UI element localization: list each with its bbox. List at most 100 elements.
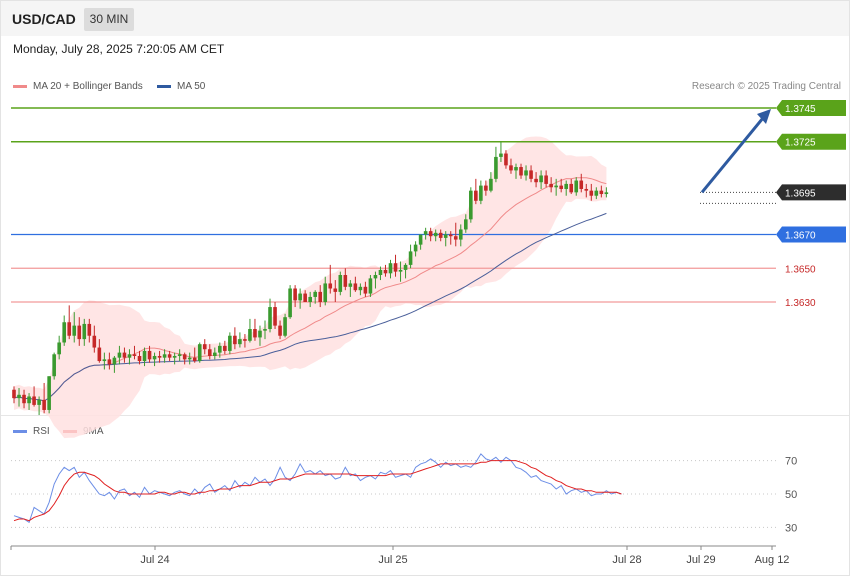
candle-body [62,322,66,343]
panel-divider [1,415,849,416]
candle-body [263,328,267,331]
candle-body [253,328,257,338]
candle-body [47,376,51,410]
level-tag-3 [776,226,846,243]
candle-body [423,231,428,235]
candle-body [273,307,277,326]
ma20-label: MA 20 + Bollinger Bands [33,81,143,92]
x-axis-label: Jul 29 [686,554,715,566]
candle-body [52,354,56,377]
candle-body [534,178,538,183]
candle-body [122,352,127,358]
candle-body [157,355,162,358]
candle-body [474,190,478,201]
candle-body [539,175,543,183]
x-axis-label: Jul 24 [140,554,169,566]
candle-body [177,354,182,356]
candle-body [604,192,609,195]
candle-body [87,323,92,336]
candle-body [243,339,247,341]
candle-body [218,345,222,353]
candle-body [348,283,353,287]
level-label-3: 1.3670 [785,231,816,242]
rsi-swatch [13,429,27,433]
candle-body [27,396,31,404]
candle-body [323,283,328,302]
candle-body [288,288,292,318]
level-label-5: 1.3630 [785,298,816,309]
candle-body [162,354,167,358]
candle-body [152,355,157,360]
candle-body [223,345,227,351]
candle-body [519,167,523,176]
candle-body [228,335,232,351]
candle-body [594,190,599,196]
candle-body [207,349,212,356]
candle-body [569,183,574,193]
rsi-ma-label: 9MA [83,426,104,437]
candle-body [453,236,458,240]
candle-body [172,355,177,358]
x-axis-label: Jul 28 [612,554,641,566]
level-label-4: 1.3650 [785,264,816,275]
candle-body [278,325,282,336]
candle-body [343,275,348,287]
research-credit: Research © 2025 Trading Central [691,81,841,92]
candle-body [368,278,373,294]
candle-body [313,291,317,297]
candle-body [132,354,137,356]
candle-body [509,165,513,171]
candle-body [97,347,102,362]
candle-body [142,350,147,362]
candle-body [484,185,488,191]
candle-body [358,286,363,291]
rsi-level-label: 70 [785,456,797,468]
timeframe-badge[interactable]: 30 MIN [84,8,134,31]
candle-body [494,156,498,179]
candle-body [328,283,333,289]
candle-body [202,344,207,350]
candle-body [37,399,41,405]
candle-body [559,185,563,189]
candle-body [42,399,46,410]
target-arrow-head [757,109,771,124]
legend-rsi: RSI [13,426,50,437]
candle-body [448,234,453,237]
candle-body [393,263,398,272]
candle-body [67,322,72,336]
report-datetime: Monday, July 28, 2025 7:20:05 AM CET [13,42,225,56]
level-tag-1 [776,133,846,150]
candle-body [298,293,302,301]
candle-body [469,190,473,220]
candle-body [549,183,553,188]
ma20-swatch [13,84,27,88]
candle-body [147,350,152,360]
instrument-name: USD/CAD [12,11,76,27]
legend-ma50: MA 50 [157,81,205,92]
candle-body [17,394,21,399]
candle-body [574,180,579,193]
candle-body [504,153,508,166]
candle-body [458,229,463,240]
x-axis-label: Jul 25 [378,554,407,566]
candle-body [248,328,252,341]
candle-body [102,359,107,362]
candle-body [303,293,307,302]
candle-body [378,269,383,276]
candle-body [433,232,438,237]
candle-body [388,263,393,274]
candle-body [187,357,192,360]
candle-body [92,335,97,348]
candle-body [22,394,26,404]
candle-body [333,288,338,292]
rsi-level-label: 30 [785,522,797,534]
rsi-label: RSI [33,426,50,437]
candle-body [233,335,237,345]
candle-body [32,396,36,405]
candle-body [464,219,468,230]
ma50-swatch [157,84,171,88]
candle-body [363,286,368,294]
candle-body [443,234,448,238]
target-arrow-shaft [700,117,765,194]
level-label-0: 1.3745 [785,104,816,115]
